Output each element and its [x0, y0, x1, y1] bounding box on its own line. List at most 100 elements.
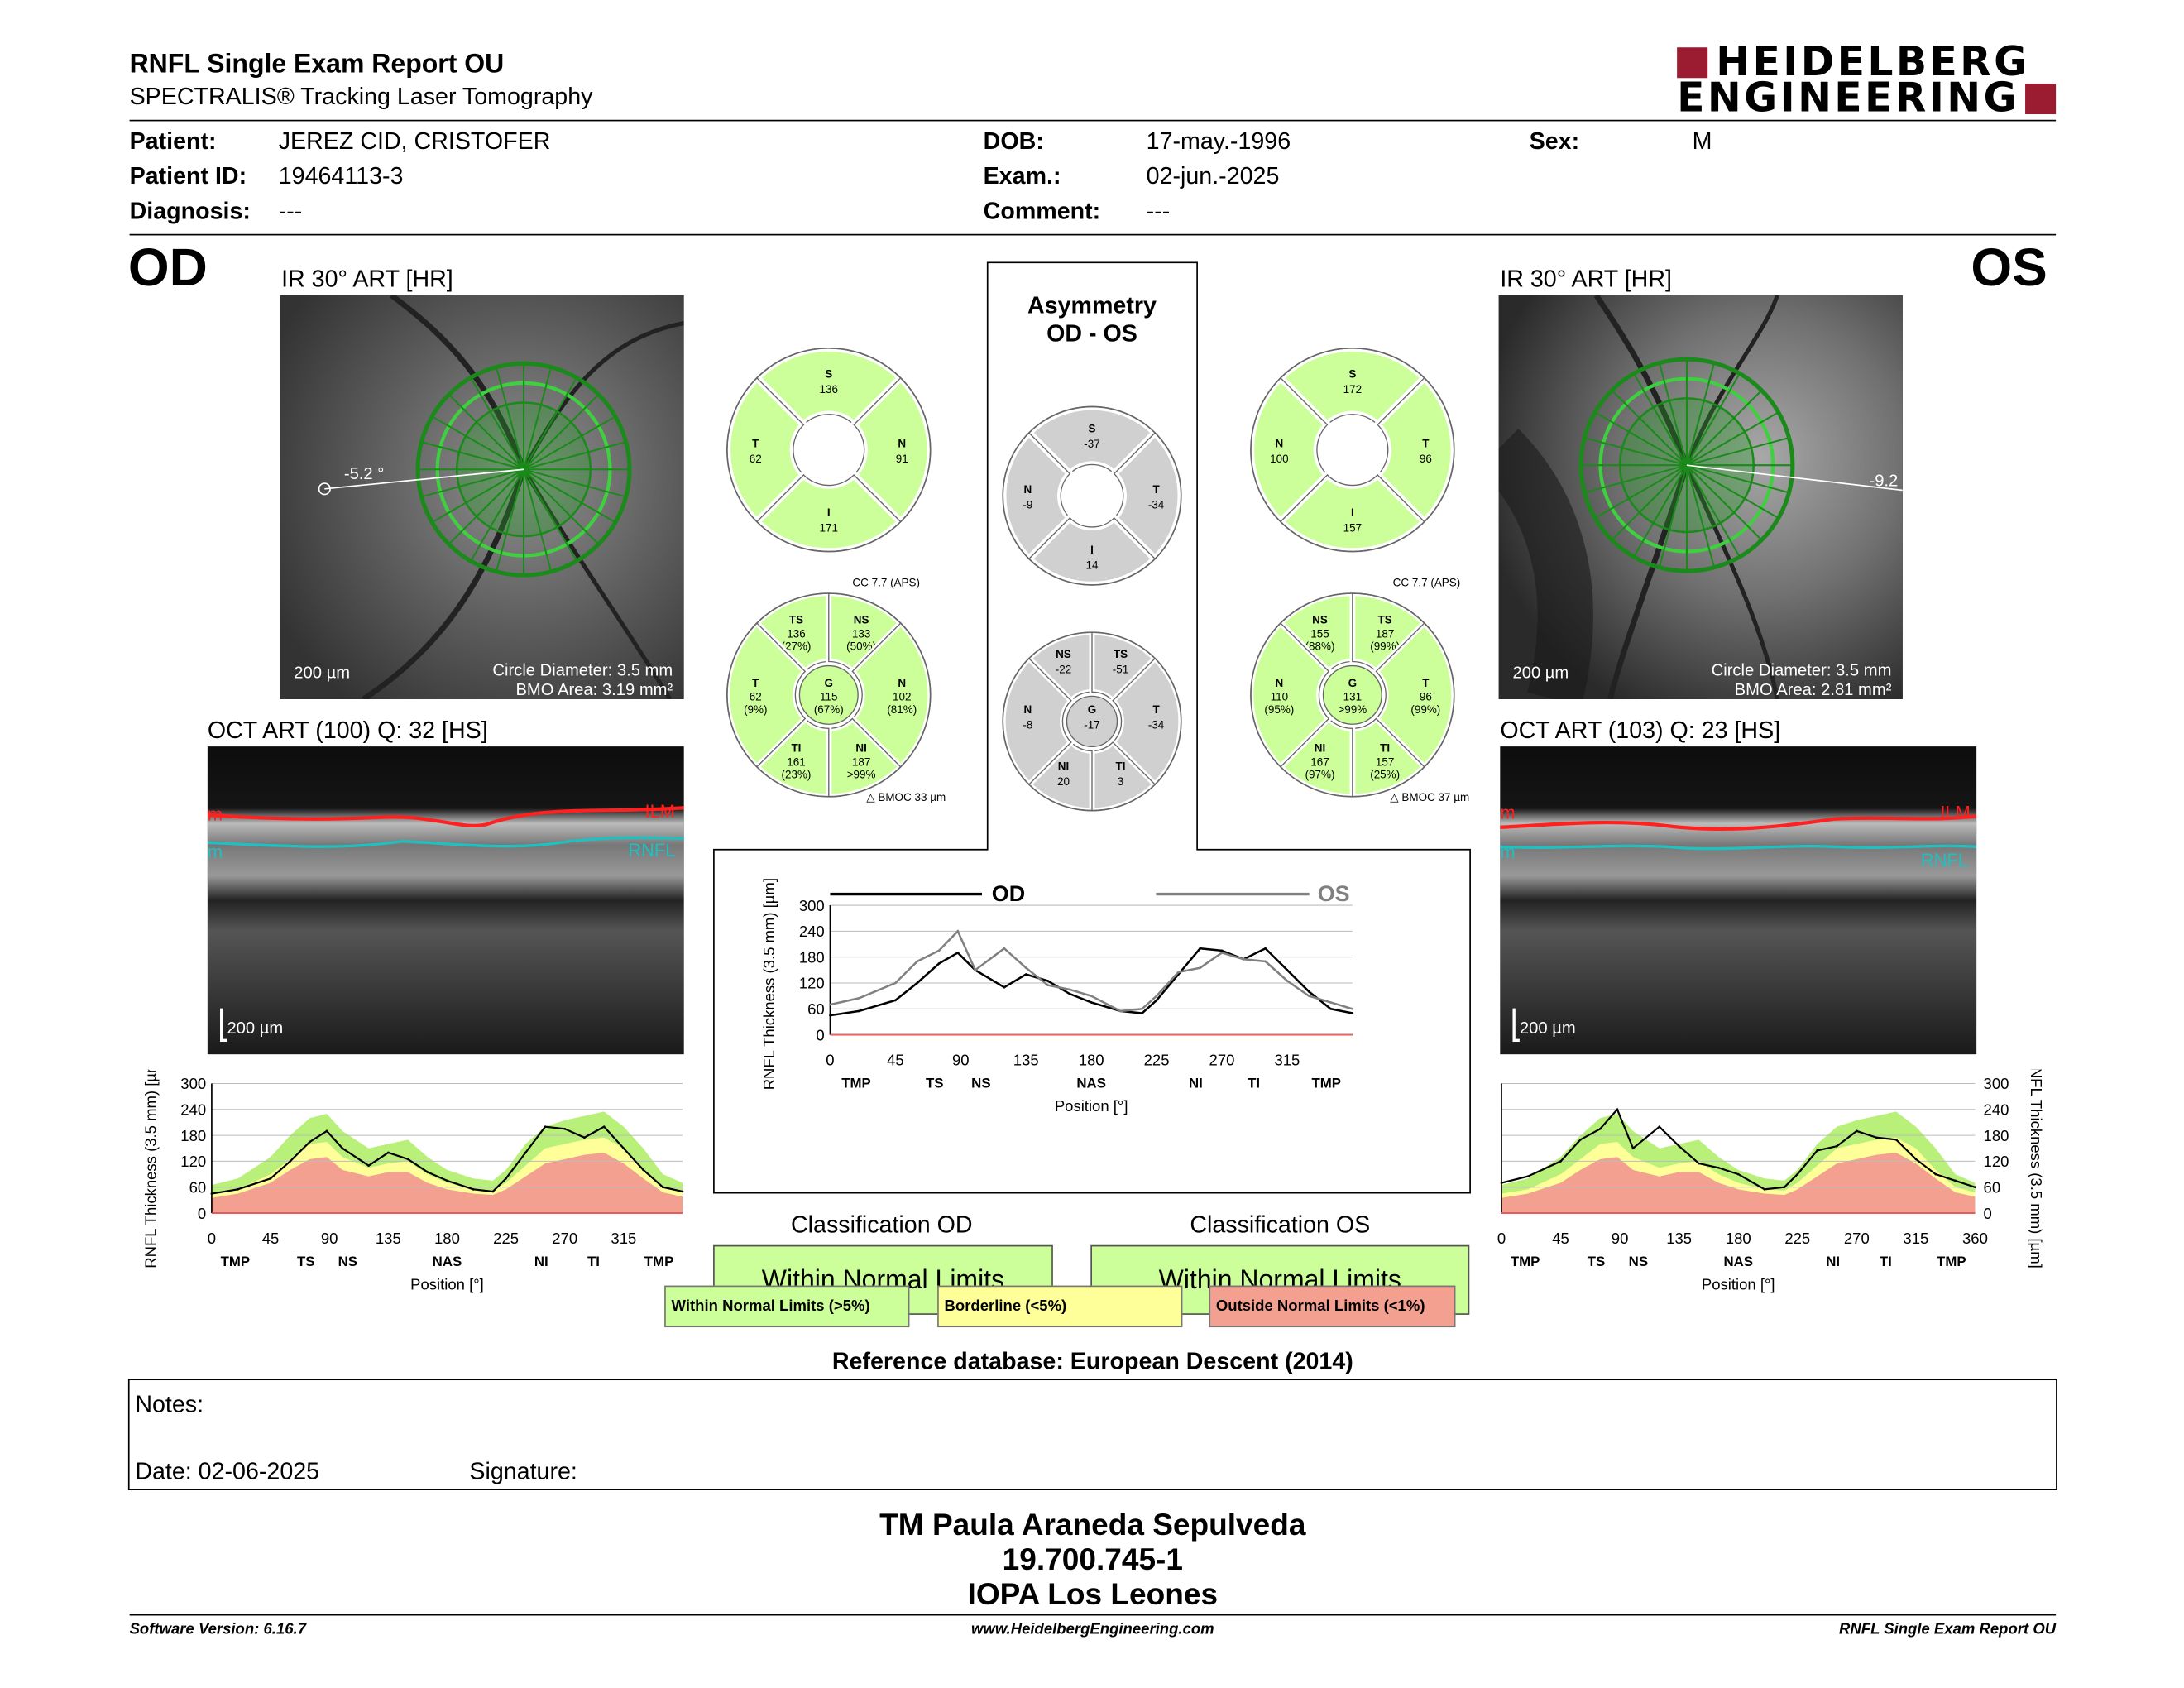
data-point	[1264, 947, 1267, 950]
data-point	[1068, 988, 1071, 991]
data-point	[1155, 999, 1158, 1002]
sector-value-t: 62	[750, 453, 762, 465]
y-tick-label: 120	[1984, 1153, 2009, 1170]
scan-ring-spoke	[1686, 390, 1763, 466]
sector-value-t: 96	[1420, 691, 1432, 703]
sector-g	[1322, 664, 1382, 725]
od-rnfl-label: RNFL	[628, 840, 675, 861]
x-tick-label: 315	[1903, 1230, 1928, 1247]
data-point	[1003, 947, 1006, 950]
y-tick-label: 300	[799, 897, 825, 914]
x-tick-label: 135	[1013, 1052, 1039, 1069]
data-point	[956, 930, 960, 933]
scan-ring-spoke	[1686, 372, 1741, 466]
sector-label-n: N	[1275, 437, 1283, 449]
patient-id-label: Patient ID:	[129, 162, 247, 189]
data-point	[956, 952, 960, 954]
os-circle-diameter: Circle Diameter: 3.5 mm	[1711, 659, 1892, 680]
x-tick-label: 90	[952, 1052, 970, 1069]
scan-ring-spoke	[431, 415, 524, 471]
data-point	[916, 981, 919, 985]
data-point	[1220, 949, 1224, 952]
sector-value-n: 102	[893, 691, 911, 703]
sector-border	[726, 347, 932, 553]
data-point	[583, 1136, 586, 1139]
sector-axis-label: NAS	[1723, 1254, 1753, 1269]
x-axis-label: Position [°]	[1055, 1097, 1128, 1115]
y-tick-label: 300	[180, 1075, 206, 1092]
sector-value-t: 62	[750, 691, 762, 703]
data-point	[1307, 990, 1310, 993]
diagnosis-label: Diagnosis:	[129, 198, 251, 224]
sector-value-ns: 133	[852, 627, 870, 640]
y-tick-label: 0	[816, 1026, 824, 1043]
data-point	[237, 1187, 239, 1191]
os-circle-info: Circle Diameter: 3.5 mm BMO Area: 2.81 m…	[1613, 660, 1892, 699]
legend-os: OS	[1318, 881, 1350, 906]
scan-ring-spoke	[1594, 411, 1688, 467]
signer-place: IOPA Los Leones	[967, 1576, 1219, 1612]
sector-value-ti: 157	[1376, 755, 1394, 768]
sector-value-ti: 161	[787, 755, 805, 768]
series-line-1	[830, 929, 1353, 1013]
os-bmo-area: BMO Area: 2.81 mm²	[1734, 679, 1892, 699]
sector-label-g: G	[1088, 703, 1096, 716]
sector-label-n: N	[1024, 483, 1032, 496]
sector-border	[1250, 347, 1455, 553]
data-point	[937, 962, 941, 965]
scan-ring-spoke	[1686, 437, 1789, 467]
sector-label-s: S	[1348, 368, 1356, 381]
legend-od: OD	[992, 881, 1025, 906]
data-point	[1836, 1144, 1838, 1148]
sector-value-ts: 136	[787, 627, 805, 640]
data-point	[1736, 1172, 1740, 1176]
footer-version: Software Version: 6.16.7	[129, 1621, 307, 1638]
sector-value-ts: -51	[1113, 664, 1128, 676]
x-tick-label: 180	[1726, 1230, 1751, 1247]
sector-axis-label: NI	[1826, 1254, 1840, 1269]
data-point	[681, 1190, 684, 1193]
x-tick-label: 315	[611, 1230, 636, 1247]
scan-ring-spoke	[470, 468, 524, 562]
data-point	[1090, 1001, 1093, 1004]
data-point	[341, 1147, 344, 1150]
data-point	[1068, 992, 1071, 995]
os-angle: -9.2	[1869, 472, 1898, 490]
sector-label-t: T	[1152, 483, 1160, 496]
data-point	[446, 1179, 448, 1182]
scan-ring-spoke	[431, 468, 524, 524]
scan-ring-spoke	[1658, 464, 1688, 568]
scan-ring-spoke	[523, 394, 600, 470]
eye-label-od: OD	[127, 239, 208, 299]
y-axis-label: RNFL Thickness (3.5 mm) [µm]	[760, 878, 778, 1090]
scan-ring-spoke	[523, 415, 616, 471]
x-tick-label: 0	[1497, 1230, 1506, 1247]
sector-value-n: 110	[1271, 691, 1288, 703]
sector-value-ns: -22	[1056, 664, 1071, 676]
scan-ring-spoke	[1685, 464, 1716, 568]
data-point	[1974, 1186, 1976, 1189]
sector-axis-label: NI	[1189, 1076, 1203, 1091]
x-axis-label: Position [°]	[1702, 1276, 1775, 1293]
y-tick-label: 120	[799, 975, 825, 992]
divider	[129, 233, 2057, 236]
od-profile-chart: 300 240 180 120 60 00 45 90 135 180 225 270 315 TMP TS…	[142, 1070, 684, 1293]
data-point	[916, 960, 919, 963]
data-point	[1796, 1172, 1799, 1176]
sex-value: M	[1692, 127, 1712, 155]
sector-g	[1066, 695, 1118, 748]
sector-label-n: N	[898, 677, 906, 689]
os-oct-scale: 200 µm	[1519, 1018, 1576, 1038]
od-bmoc-text: BMOC 33 µm	[878, 791, 946, 804]
sector-percent-ns: (50%)	[846, 640, 876, 653]
footer-url: www.HeidelbergEngineering.com	[971, 1621, 1214, 1638]
scan-ring-spoke	[448, 394, 524, 470]
od-ilm-label: ILM	[645, 801, 675, 822]
y-axis-label: RNFL Thickness (3.5 mm) [µm]	[2028, 1070, 2045, 1268]
scan-ring-spoke	[1685, 362, 1716, 466]
scan-ring-spoke	[448, 468, 524, 545]
data-point	[1286, 980, 1289, 982]
sector-label-n: N	[1275, 677, 1283, 689]
data-point	[1199, 947, 1202, 950]
os-fundus-image: -9.2 200 µm Circle Diameter: 3.5 mm BMO …	[1498, 295, 1903, 699]
